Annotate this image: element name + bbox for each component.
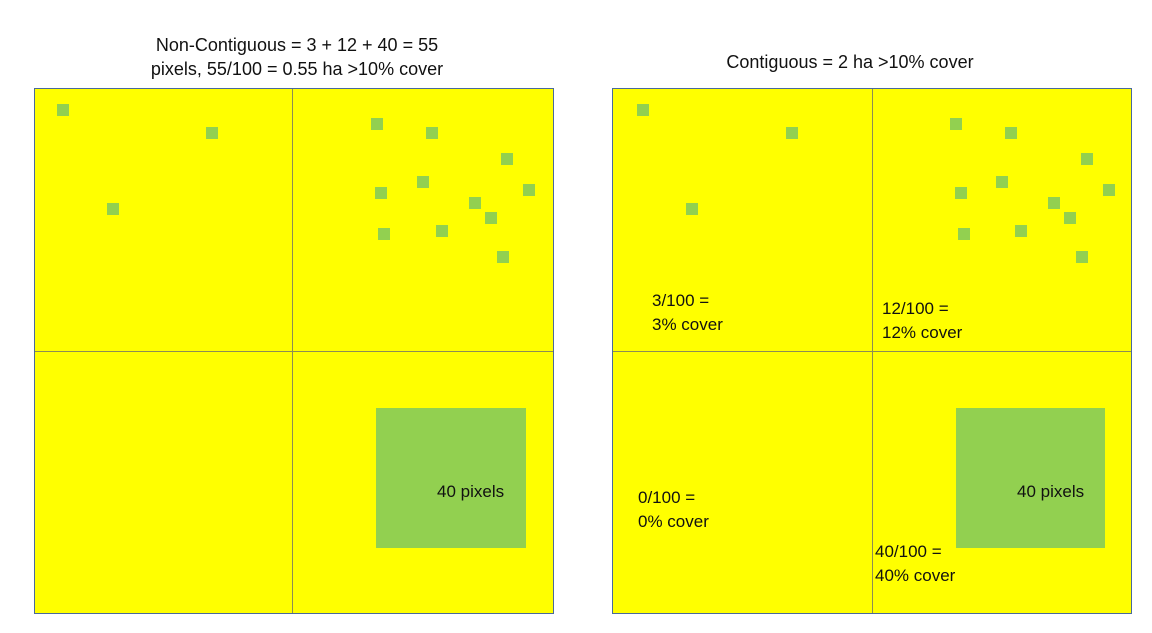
cover-pixel — [1015, 225, 1027, 237]
cover-pixel — [955, 187, 967, 199]
cover-pixel — [426, 127, 438, 139]
cover-pixel — [637, 104, 649, 116]
cover-pixel — [950, 118, 962, 130]
cover-pixel — [1064, 212, 1076, 224]
quadrant-top-right — [293, 89, 553, 351]
cover-percent: 40% cover — [875, 566, 956, 585]
cover-pixel — [57, 104, 69, 116]
quadrant-cover-label: 40/100 = 40% cover — [875, 540, 955, 588]
quadrant-cover-label: 12/100 = 12% cover — [882, 297, 962, 345]
grid-horizontal-divider — [35, 351, 553, 352]
non-contiguous-grid: 40 pixels — [34, 88, 554, 614]
quadrant-top-left: 3/100 = 3% cover — [613, 89, 872, 351]
quadrant-cover-label: 0/100 = 0% cover — [638, 486, 709, 534]
cover-block-label: 40 pixels — [1017, 482, 1085, 501]
cover-fraction: 12/100 = — [882, 299, 949, 318]
cover-pixel — [436, 225, 448, 237]
cover-pixel — [786, 127, 798, 139]
cover-percent: 12% cover — [882, 323, 963, 342]
grid-horizontal-divider — [613, 351, 1131, 352]
cover-block — [956, 408, 1105, 548]
quadrant-bottom-left: 0/100 = 0% cover — [613, 352, 872, 613]
right-panel-title: Contiguous = 2 ha >10% cover — [726, 52, 974, 72]
cover-pixel — [417, 176, 429, 188]
quadrant-bottom-right: 40 pixels 40/100 = 40% cover — [873, 352, 1131, 613]
cover-pixel — [523, 184, 535, 196]
cover-pixel — [1081, 153, 1093, 165]
cover-fraction: 3/100 = — [652, 291, 710, 310]
cover-pixel — [497, 251, 509, 263]
cover-pixel — [958, 228, 970, 240]
quadrant-cover-label: 3/100 = 3% cover — [652, 289, 723, 337]
cover-block — [376, 408, 526, 548]
quadrant-bottom-right: 40 pixels — [293, 352, 553, 613]
cover-pixel — [378, 228, 390, 240]
cover-percent: 3% cover — [652, 315, 723, 334]
cover-fraction: 0/100 = — [638, 488, 696, 507]
cover-pixel — [469, 197, 481, 209]
cover-percent: 0% cover — [638, 512, 709, 531]
quadrant-top-left — [35, 89, 292, 351]
cover-pixel — [1103, 184, 1115, 196]
cover-pixel — [206, 127, 218, 139]
cover-pixel — [371, 118, 383, 130]
cover-pixel — [501, 153, 513, 165]
quadrant-bottom-left — [35, 352, 292, 613]
cover-block-label: 40 pixels — [437, 482, 505, 501]
cover-pixel — [686, 203, 698, 215]
cover-pixel — [1076, 251, 1088, 263]
left-title-line2: pixels, 55/100 = 0.55 ha >10% cover — [150, 59, 444, 79]
cover-pixel — [1005, 127, 1017, 139]
cover-pixel — [1048, 197, 1060, 209]
cover-pixel — [107, 203, 119, 215]
cover-pixel — [996, 176, 1008, 188]
quadrant-top-right: 12/100 = 12% cover — [873, 89, 1131, 351]
left-panel-title: Non-Contiguous = 3 + 12 + 40 = 55 pixels… — [117, 33, 477, 81]
left-title-line1: Non-Contiguous = 3 + 12 + 40 = 55 — [155, 35, 439, 55]
cover-pixel — [375, 187, 387, 199]
cover-pixel — [485, 212, 497, 224]
cover-fraction: 40/100 = — [875, 542, 942, 561]
contiguous-grid: 3/100 = 3% cover 12/100 = 12% cover 0/10… — [612, 88, 1132, 614]
